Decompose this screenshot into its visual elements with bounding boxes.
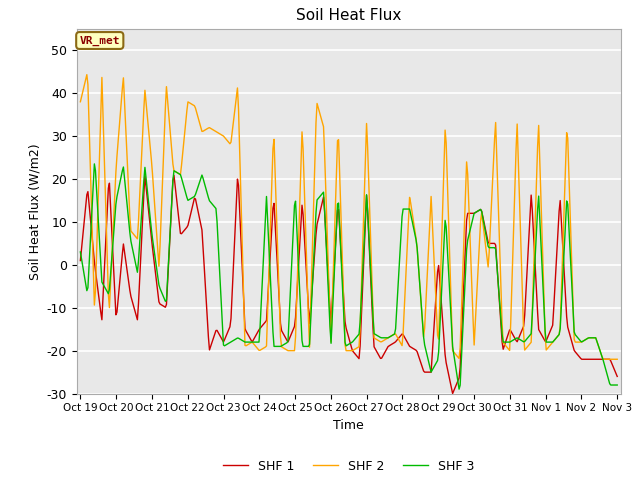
- Line: SHF 1: SHF 1: [81, 175, 617, 394]
- SHF 2: [600, 356, 607, 362]
- SHF 1: [368, 302, 376, 308]
- SHF 2: [77, 99, 84, 105]
- SHF 1: [336, 225, 344, 231]
- SHF 3: [518, 338, 526, 344]
- SHF 2: [603, 356, 611, 362]
- SHF 1: [603, 356, 611, 362]
- Title: Soil Heat Flux: Soil Heat Flux: [296, 9, 401, 24]
- SHF 3: [77, 249, 84, 255]
- SHF 3: [397, 232, 405, 238]
- SHF 3: [603, 369, 611, 375]
- SHF 1: [518, 326, 526, 332]
- SHF 1: [333, 226, 340, 232]
- SHF 3: [336, 223, 344, 229]
- SHF 2: [333, 171, 340, 177]
- Legend: SHF 1, SHF 2, SHF 3: SHF 1, SHF 2, SHF 3: [218, 455, 479, 478]
- SHF 3: [613, 382, 621, 388]
- SHF 2: [613, 356, 621, 362]
- SHF 1: [77, 258, 84, 264]
- SHF 1: [613, 373, 621, 379]
- SHF 2: [518, 261, 525, 266]
- SHF 2: [397, 341, 405, 347]
- SHF 1: [397, 333, 405, 338]
- SHF 3: [368, 293, 376, 299]
- Line: SHF 3: SHF 3: [81, 164, 617, 389]
- SHF 2: [336, 171, 344, 177]
- Text: VR_met: VR_met: [79, 36, 120, 46]
- SHF 3: [333, 224, 340, 230]
- SHF 1: [449, 391, 456, 396]
- Y-axis label: Soil Heat Flux (W/m2): Soil Heat Flux (W/m2): [28, 143, 41, 279]
- SHF 2: [368, 276, 376, 282]
- SHF 3: [455, 386, 463, 392]
- Line: SHF 2: SHF 2: [81, 75, 617, 359]
- SHF 1: [170, 172, 178, 178]
- SHF 2: [83, 72, 91, 78]
- SHF 3: [90, 161, 98, 167]
- X-axis label: Time: Time: [333, 419, 364, 432]
